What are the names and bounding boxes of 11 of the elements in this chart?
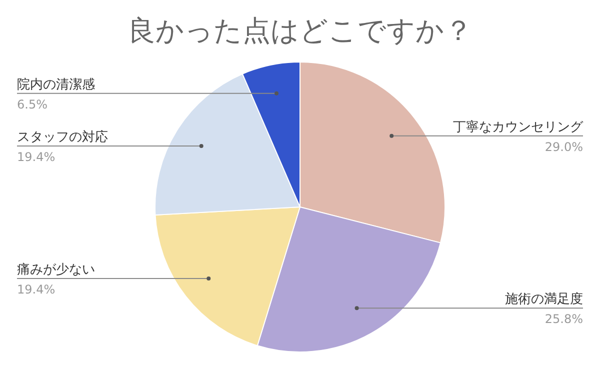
chart-title: 良かった点はどこですか？: [128, 14, 472, 47]
slice-label: 施術の満足度: [505, 291, 583, 308]
slice-label: 院内の清潔感: [17, 77, 95, 92]
slice-label: 痛みが少ない: [17, 262, 95, 278]
data-label: 29.0%: [544, 140, 583, 154]
data-label: 6.5%: [17, 97, 48, 112]
data-label: 25.8%: [544, 312, 583, 326]
slice-label: スタッフの対応: [17, 128, 108, 145]
data-label: 19.4%: [17, 282, 56, 296]
data-label: 19.4%: [17, 150, 56, 164]
slice-label: 丁寧なカウンセリング: [453, 118, 584, 135]
